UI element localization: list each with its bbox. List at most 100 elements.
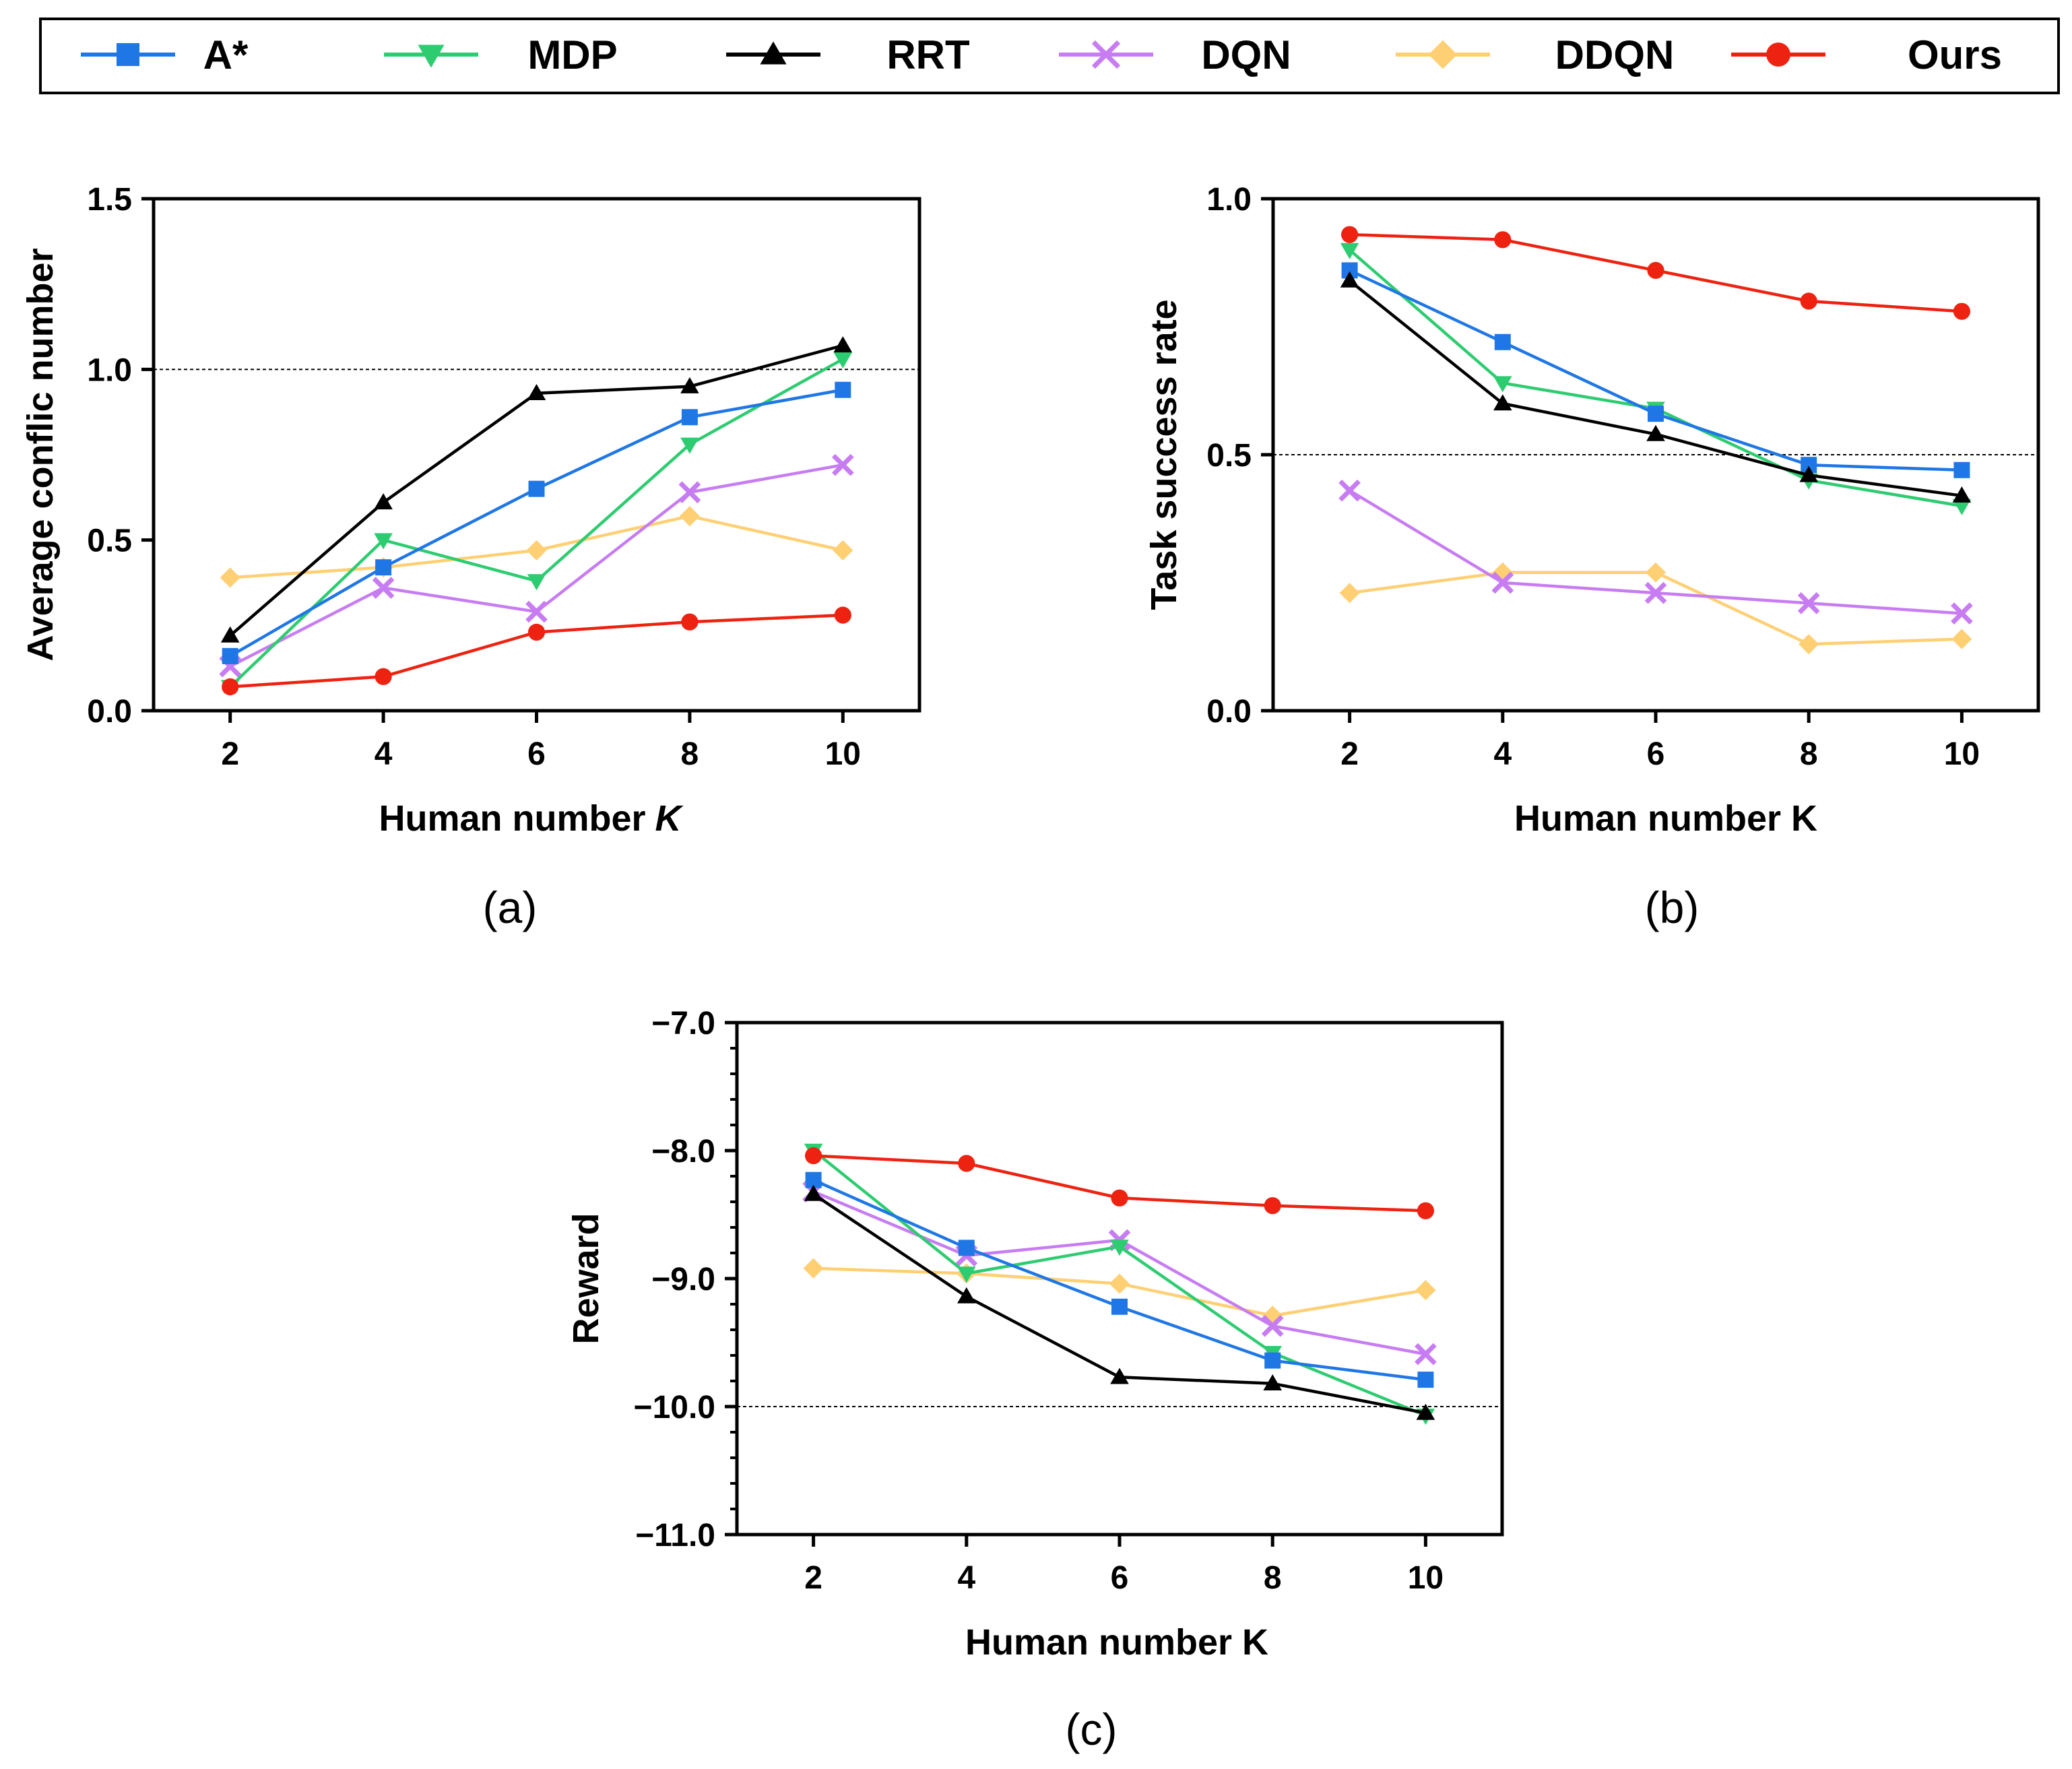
x-tick-label: 4 xyxy=(375,736,393,772)
data-point-ddqn xyxy=(803,1258,824,1279)
x-axis-title-text: Human number K xyxy=(965,1622,1268,1663)
series-ours xyxy=(1341,226,1970,320)
data-point-ddqn xyxy=(220,567,240,588)
data-point-dqn xyxy=(1261,1314,1284,1337)
panel-caption: (b) xyxy=(1645,882,1699,932)
panel-b: 0.0 0.5 1.0 2 4 6 8 10 Human number K Task succes… xyxy=(1144,182,2040,932)
data-point-dqn xyxy=(1338,479,1361,502)
legend-label-ddqn: DDQN xyxy=(1555,32,1675,77)
series-dqn xyxy=(802,1180,1437,1365)
data-point-rrt xyxy=(1263,1374,1282,1390)
plot-frame xyxy=(152,197,921,713)
data-point-mdp xyxy=(680,437,699,454)
data-point-ddqn xyxy=(1646,562,1666,583)
legend-label-ours: Ours xyxy=(1908,32,2002,77)
series-rrt xyxy=(1340,271,1972,503)
y-tick-label: 0.0 xyxy=(87,694,132,730)
data-point-ours xyxy=(1264,1197,1281,1215)
data-point-dqn xyxy=(831,453,854,476)
data-point-mdp xyxy=(374,533,393,550)
y-tick-label: −10.0 xyxy=(634,1390,715,1425)
data-point-rrt xyxy=(680,377,699,393)
data-point-astar xyxy=(958,1240,975,1256)
data-point-ours xyxy=(834,606,851,624)
data-point-dqn xyxy=(678,481,701,504)
y-tick-label: 0.5 xyxy=(87,523,132,559)
data-point-astar xyxy=(835,381,851,398)
series-rrt xyxy=(804,1184,1435,1420)
panel-caption: (a) xyxy=(483,882,538,932)
x-tick-label: 10 xyxy=(1944,736,1980,772)
data-point-rrt xyxy=(1646,424,1665,441)
panel-caption: (c) xyxy=(1066,1704,1118,1754)
panel-a: 0.0 0.5 1.0 1.5 2 4 6 8 10 Human number K Average c… xyxy=(20,182,921,932)
y-tick-label: −11.0 xyxy=(635,1518,715,1553)
y-tick-label: −9.0 xyxy=(651,1262,715,1297)
x-tick-label: 8 xyxy=(1800,736,1818,772)
x-axis-title: Human number K xyxy=(1514,798,1817,839)
legend-marker-ddqn xyxy=(1428,40,1458,69)
data-point-ours xyxy=(681,613,699,631)
x-tick-label: 8 xyxy=(681,736,699,772)
legend-item-mdp: MDP xyxy=(384,32,618,77)
x-tick-label: 4 xyxy=(957,1560,975,1596)
x-tick-label: 6 xyxy=(1111,1560,1129,1596)
legend-item-dqn: DQN xyxy=(1059,32,1291,77)
data-point-astar xyxy=(1494,333,1511,350)
plot-frame xyxy=(735,1021,1504,1537)
data-point-astar xyxy=(1953,461,1970,478)
x-tick-label: 10 xyxy=(825,736,861,772)
data-point-mdp xyxy=(1952,498,1972,515)
legend-marker-astar xyxy=(117,43,139,66)
data-point-dqn xyxy=(372,577,395,599)
data-point-ours xyxy=(1647,261,1664,279)
data-point-ddqn xyxy=(679,506,700,527)
data-point-rrt xyxy=(957,1287,976,1304)
series-line-astar xyxy=(229,388,843,657)
data-point-rrt xyxy=(1416,1403,1435,1420)
legend-label-rrt: RRT xyxy=(886,32,969,77)
data-point-ours xyxy=(527,623,546,641)
panel-c: −11.0 −10.0 −9.0 −8.0 −7.0 2 4 6 8 10 Human number… xyxy=(566,1006,1504,1754)
data-point-rrt xyxy=(1340,271,1359,288)
data-point-ours xyxy=(1111,1189,1128,1207)
data-point-dqn xyxy=(1644,581,1667,604)
data-point-rrt xyxy=(1493,394,1512,411)
data-point-ours xyxy=(958,1155,975,1172)
data-point-ours xyxy=(1341,226,1359,243)
data-point-ddqn xyxy=(526,540,547,560)
series-dqn xyxy=(1338,479,1973,624)
x-tick-label: 6 xyxy=(527,736,546,772)
legend-label-mdp: MDP xyxy=(527,32,617,77)
data-point-ddqn xyxy=(1109,1273,1130,1294)
data-point-rrt xyxy=(220,626,240,643)
series-ddqn xyxy=(803,1258,1436,1326)
y-axis-title: Task success rate xyxy=(1144,299,1184,610)
data-point-dqn xyxy=(1415,1343,1437,1365)
data-point-ddqn xyxy=(1339,583,1360,604)
y-axis-title: Reward xyxy=(566,1213,606,1344)
data-point-ours xyxy=(1494,231,1512,249)
data-point-mdp xyxy=(1493,376,1512,393)
data-point-mdp xyxy=(527,574,546,591)
x-axis-title: Human number K xyxy=(965,1622,1268,1663)
legend-marker-ours xyxy=(1766,42,1790,67)
series-astar xyxy=(805,1171,1434,1388)
x-tick-label: 4 xyxy=(1493,736,1512,772)
y-tick-label: 0.0 xyxy=(1206,694,1252,730)
data-point-ddqn xyxy=(1415,1280,1436,1301)
data-point-astar xyxy=(528,480,545,497)
y-tick-label: 0.5 xyxy=(1206,438,1252,474)
data-point-rrt xyxy=(1110,1368,1129,1384)
x-tick-label: 10 xyxy=(1408,1560,1444,1596)
legend-item-ours: Ours xyxy=(1731,32,2002,77)
data-point-astar xyxy=(1648,406,1664,422)
legend-marker-mdp xyxy=(418,44,445,68)
legend-item-ddqn: DDQN xyxy=(1396,32,1674,77)
data-point-ddqn xyxy=(833,540,853,560)
x-axis-title-var: K xyxy=(655,798,684,839)
data-point-astar xyxy=(1417,1372,1434,1388)
series-ours xyxy=(222,606,851,696)
x-tick-label: 8 xyxy=(1264,1560,1282,1596)
y-axis-title: Average conflic number xyxy=(20,248,61,661)
